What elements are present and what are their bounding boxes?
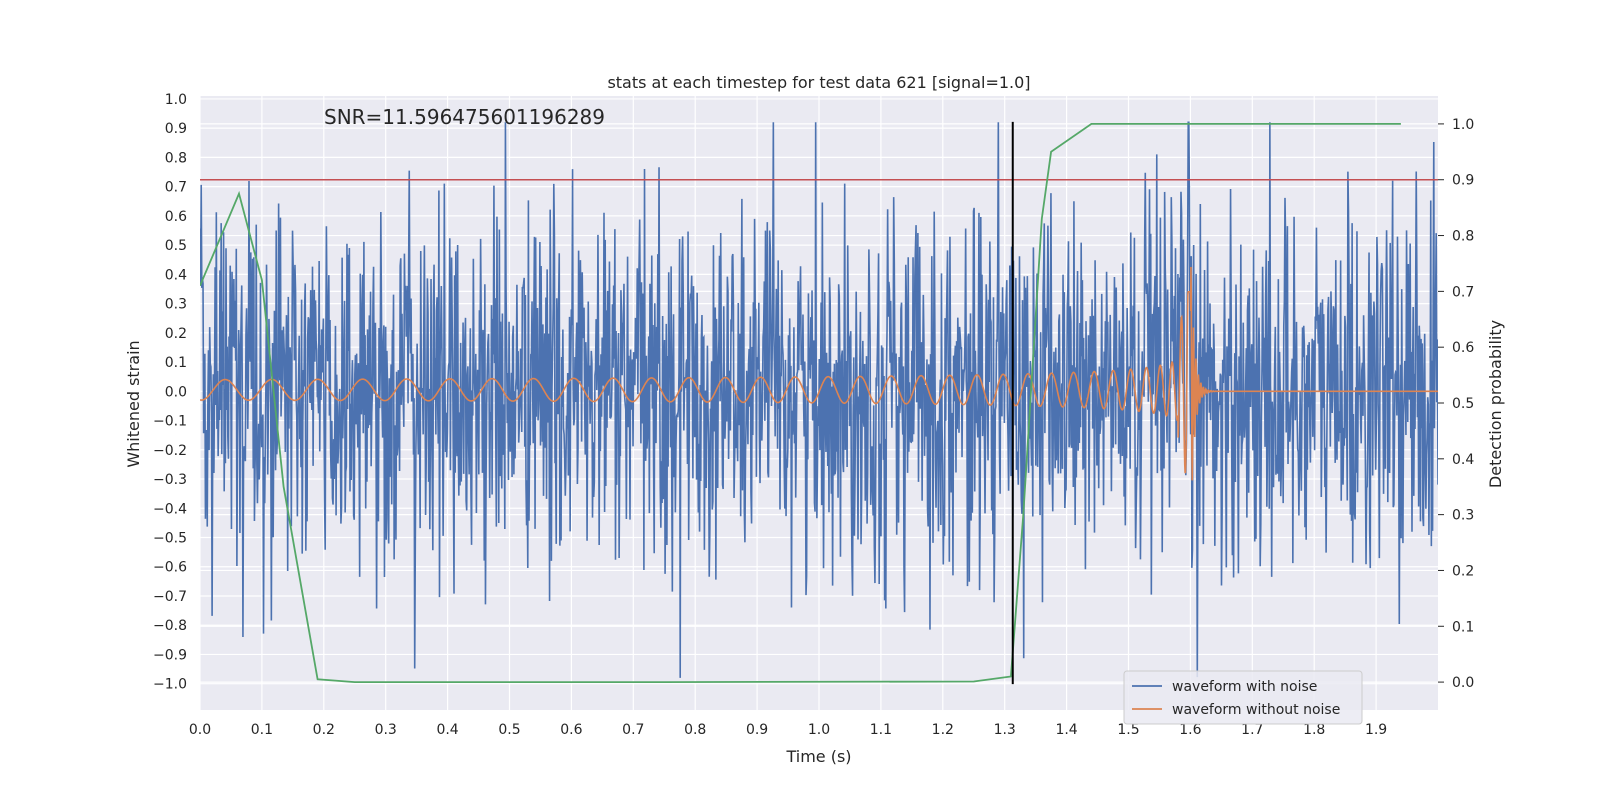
x-axis-label: Time (s): [785, 747, 851, 766]
y-right-tick-label: 0.0: [1452, 675, 1474, 691]
x-tick-label: 1.2: [932, 722, 954, 738]
y-right-axis-label: Detection probability: [1486, 320, 1505, 488]
y-left-tick-label: 0.3: [165, 297, 187, 313]
y-left-tick-label: −0.9: [153, 647, 187, 663]
x-tick-label: 1.9: [1365, 722, 1387, 738]
y-left-tick-label: −0.3: [153, 472, 187, 488]
y-left-tick-label: −0.5: [153, 530, 187, 546]
y-right-axis-ticks: 0.0 0.1 0.2 0.3 0.4 0.5 0.6 0.7 0.8 0.9 1.0: [1438, 117, 1474, 691]
y-left-tick-label: −0.4: [153, 501, 187, 517]
y-left-tick-label: −0.2: [153, 443, 187, 459]
y-right-tick-label: 0.9: [1452, 173, 1474, 189]
x-tick-label: 1.7: [1241, 722, 1263, 738]
x-tick-label: 0.5: [498, 722, 520, 738]
y-right-tick-label: 0.7: [1452, 284, 1474, 300]
y-right-tick-label: 0.8: [1452, 229, 1474, 245]
legend-box: [1123, 670, 1363, 725]
y-left-axis-ticks: 1.0 0.9 0.8 0.7 0.6 0.5 0.4 0.3 0.2 0.1 0.0 −0.1 −0.…: [153, 92, 187, 693]
y-right-tick-label: 1.0: [1452, 117, 1474, 133]
y-right-tick-label: 0.6: [1452, 340, 1474, 356]
legend-label-clean: waveform without noise: [1172, 702, 1340, 718]
x-tick-label: 0.7: [622, 722, 644, 738]
y-left-tick-label: 0.6: [165, 209, 187, 225]
y-right-tick-label: 0.4: [1452, 452, 1474, 468]
x-tick-label: 0.2: [313, 722, 335, 738]
y-right-tick-label: 0.5: [1452, 396, 1474, 412]
legend-label-noise: waveform with noise: [1172, 679, 1317, 695]
y-left-tick-label: 0.2: [165, 326, 187, 342]
y-right-tick-label: 0.1: [1452, 619, 1474, 635]
y-left-axis-label: Whitened strain: [124, 340, 143, 467]
x-tick-label: 0.8: [684, 722, 706, 738]
x-tick-label: 0.1: [251, 722, 273, 738]
x-tick-label: 0.4: [436, 722, 458, 738]
snr-annotation: SNR=11.596475601196289: [324, 105, 605, 129]
y-left-tick-label: 0.1: [165, 355, 187, 371]
x-tick-label: 0.9: [746, 722, 768, 738]
x-tick-label: 1.4: [1055, 722, 1077, 738]
y-left-tick-label: 0.0: [165, 384, 187, 400]
x-axis-ticks: 0.0 0.1 0.2 0.3 0.4 0.5 0.6 0.7 0.8 0.9 1.0 1.1 1.2 1…: [189, 722, 1387, 738]
legend: waveform with noise waveform without noi…: [1123, 670, 1363, 725]
y-left-tick-label: 0.5: [165, 238, 187, 254]
y-left-tick-label: −0.7: [153, 589, 187, 605]
x-tick-label: 1.3: [994, 722, 1016, 738]
y-left-tick-label: −0.8: [153, 618, 187, 634]
y-left-tick-label: 0.7: [165, 180, 187, 196]
y-right-tick-label: 0.3: [1452, 508, 1474, 524]
y-right-tick-label: 0.2: [1452, 563, 1474, 579]
y-left-tick-label: −1.0: [153, 677, 187, 693]
x-tick-label: 1.6: [1179, 722, 1201, 738]
chart-title: stats at each timestep for test data 621…: [607, 73, 1030, 92]
y-left-tick-label: 0.4: [165, 267, 187, 283]
x-tick-label: 0.6: [560, 722, 582, 738]
y-left-tick-label: −0.1: [153, 414, 187, 430]
x-tick-label: 1.5: [1117, 722, 1139, 738]
x-tick-label: 1.1: [870, 722, 892, 738]
waveform-without-noise-line: [200, 267, 1438, 481]
y-left-tick-label: 0.8: [165, 150, 187, 166]
y-left-tick-label: −0.6: [153, 560, 187, 576]
y-left-tick-label: 1.0: [165, 92, 187, 108]
x-tick-label: 1.8: [1303, 722, 1325, 738]
x-tick-label: 0.0: [189, 722, 211, 738]
x-tick-label: 1.0: [808, 722, 830, 738]
x-tick-label: 0.3: [375, 722, 397, 738]
y-left-tick-label: 0.9: [165, 121, 187, 137]
detection-probability-line: [200, 123, 1401, 683]
